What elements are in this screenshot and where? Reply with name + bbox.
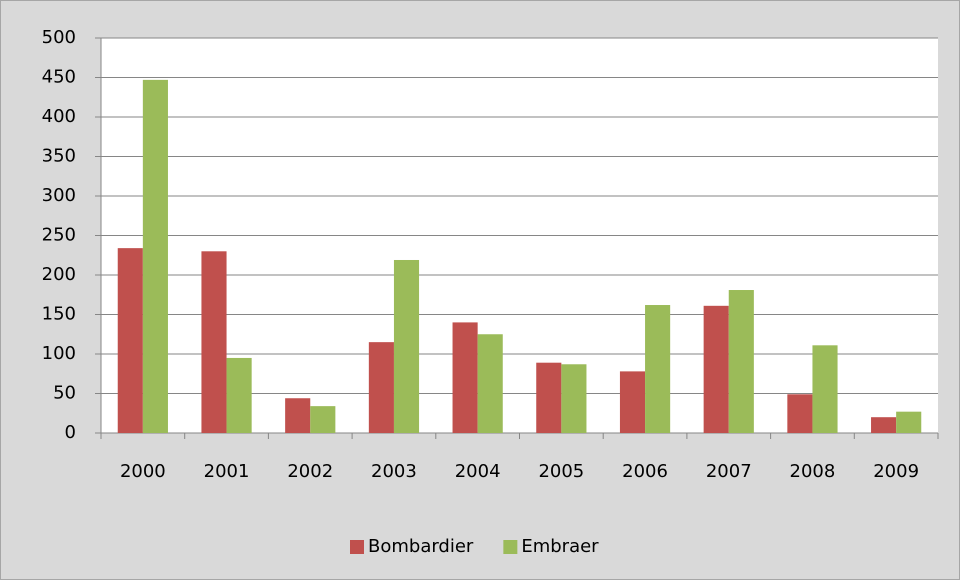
y-tick-label: 0 [65,422,76,443]
bar [728,290,754,433]
x-tick-label: 2001 [204,461,250,482]
y-tick-label: 450 [42,67,76,88]
bar [645,305,671,433]
bar [703,305,729,433]
bar [142,79,168,434]
legend-swatch [350,540,364,554]
bar [619,371,646,433]
x-tick-label: 2006 [622,461,668,482]
y-tick-label: 50 [53,383,76,404]
x-tick-label: 2008 [790,461,836,482]
y-tick-label: 500 [42,27,76,48]
y-tick-label: 300 [42,185,76,206]
legend-label: Embraer [521,536,599,557]
y-tick-label: 200 [42,264,76,285]
x-tick-label: 2003 [371,461,417,482]
y-tick-label: 150 [42,304,76,325]
y-tick-label: 400 [42,106,76,127]
x-tick-label: 2009 [873,461,919,482]
bar [452,322,478,433]
y-tick-label: 100 [42,343,76,364]
x-tick-label: 2005 [538,461,584,482]
x-tick-label: 2007 [706,461,752,482]
bar [226,357,252,433]
bar [117,248,143,433]
bar [368,342,394,433]
bar [871,417,897,433]
bar [310,406,336,433]
bar [477,334,503,433]
legend-swatch [503,540,518,554]
legend-label: Bombardier [368,536,474,557]
x-tick-label: 2004 [455,461,501,482]
bar [285,398,311,433]
y-tick-label: 350 [42,146,76,167]
bar [393,259,420,433]
bar [561,364,587,433]
bar [787,394,813,433]
y-tick-label: 250 [42,225,76,246]
bar [812,345,838,433]
bar [896,411,922,433]
x-tick-label: 2002 [287,461,333,482]
x-tick-label: 2000 [120,461,166,482]
bar [536,362,562,433]
bar [201,251,227,433]
